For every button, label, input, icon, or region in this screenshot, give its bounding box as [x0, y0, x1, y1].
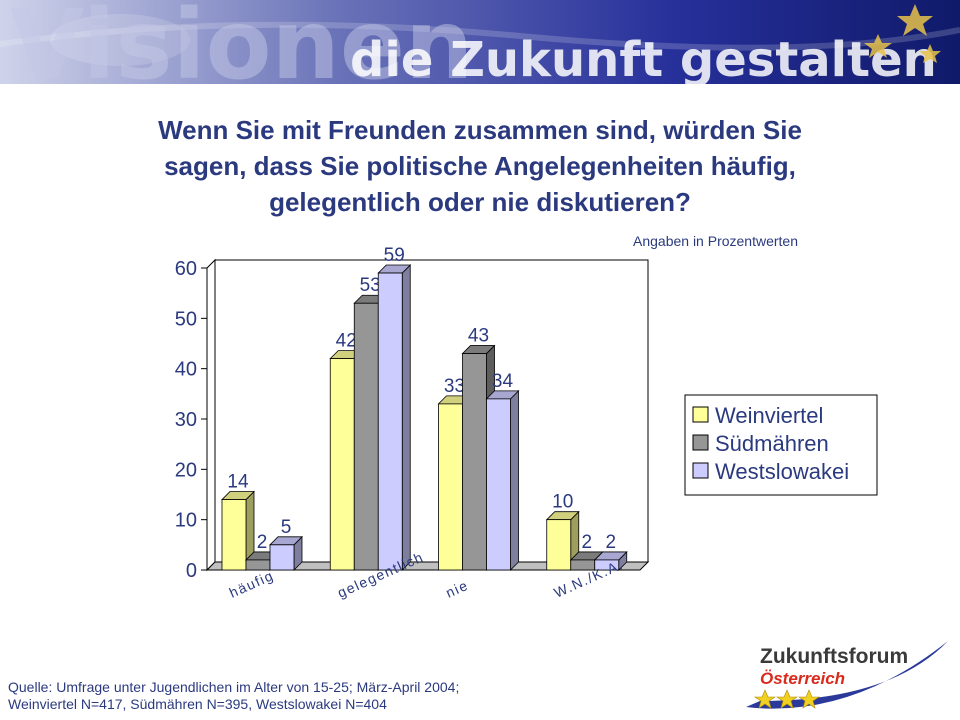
logo-text-1: Zukunftsforum [760, 645, 909, 668]
logo-text-2: Österreich [760, 669, 846, 688]
bar-3-0 [546, 519, 572, 571]
legend-swatch [692, 406, 709, 423]
data-label: 42 [336, 331, 357, 352]
bar-1-1 [353, 302, 379, 571]
bar-0-0 [221, 499, 247, 571]
bar-chart: 01020304050601425häufig425359gelegentlic… [175, 245, 878, 601]
star-icon [864, 4, 941, 63]
title-line-3: gelegentlich oder nie diskutieren? [269, 187, 691, 217]
banner-word-1: Visionen [10, 0, 473, 84]
y-tick-label: 10 [175, 510, 197, 532]
source-note: Quelle: Umfrage unter Jugendlichen im Al… [8, 679, 459, 713]
zukunftsforum-logo: Zukunftsforum Österreich [740, 635, 955, 715]
data-label: 59 [384, 245, 405, 266]
y-tick-label: 50 [175, 308, 197, 330]
legend [684, 394, 878, 496]
legend-label: Südmähren [715, 431, 829, 456]
data-label: 10 [552, 492, 573, 513]
logo-star-icon [754, 689, 820, 709]
bar-2-1 [462, 353, 487, 571]
y-tick-label: 20 [175, 459, 197, 481]
bar-1-2 [377, 272, 403, 571]
bar-1-0 [329, 358, 355, 571]
data-label: 14 [227, 472, 249, 493]
data-label: 2 [581, 532, 592, 553]
data-label: 5 [281, 517, 292, 538]
legend-label: Weinviertel [715, 403, 823, 428]
legend-swatch [692, 434, 709, 451]
data-label: 43 [468, 326, 489, 347]
banner-word-2: die Zukunft gestalten [350, 32, 937, 84]
category-label: nie [443, 577, 471, 601]
chart-side-wall [206, 258, 216, 572]
legend-swatch [692, 462, 709, 479]
source-line-1: Quelle: Umfrage unter Jugendlichen im Al… [8, 679, 460, 695]
bar-side [401, 264, 411, 571]
y-tick-label: 30 [175, 409, 197, 431]
data-label: 2 [257, 532, 268, 553]
y-tick-label: 40 [175, 359, 197, 381]
title-line-1: Wenn Sie mit Freunden zusammen sind, wür… [158, 115, 802, 145]
data-label: 53 [360, 275, 381, 296]
bar-2-0 [438, 403, 463, 571]
unit-note: Angaben in Prozentwerten [633, 233, 798, 249]
source-line-2: Weinviertel N=417, Südmähren N=395, West… [8, 696, 387, 712]
title-line-2: sagen, dass Sie politische Angelegenheit… [164, 151, 796, 181]
chart-title: Wenn Sie mit Freunden zusammen sind, wür… [40, 112, 920, 220]
bar-2-2 [486, 398, 511, 571]
bar-3-2 [594, 559, 620, 571]
y-tick-label: 60 [175, 258, 197, 280]
data-label: 34 [492, 371, 514, 392]
header-banner: Visionen die Zukunft gestalten [0, 0, 960, 84]
legend-label: Westslowakei [715, 459, 849, 484]
bar-0-2 [269, 544, 295, 571]
data-label: 33 [444, 376, 465, 397]
category-label: häufig [227, 567, 277, 601]
bar-side [510, 389, 519, 571]
data-label: 2 [605, 532, 616, 553]
y-tick-label: 0 [186, 560, 197, 582]
